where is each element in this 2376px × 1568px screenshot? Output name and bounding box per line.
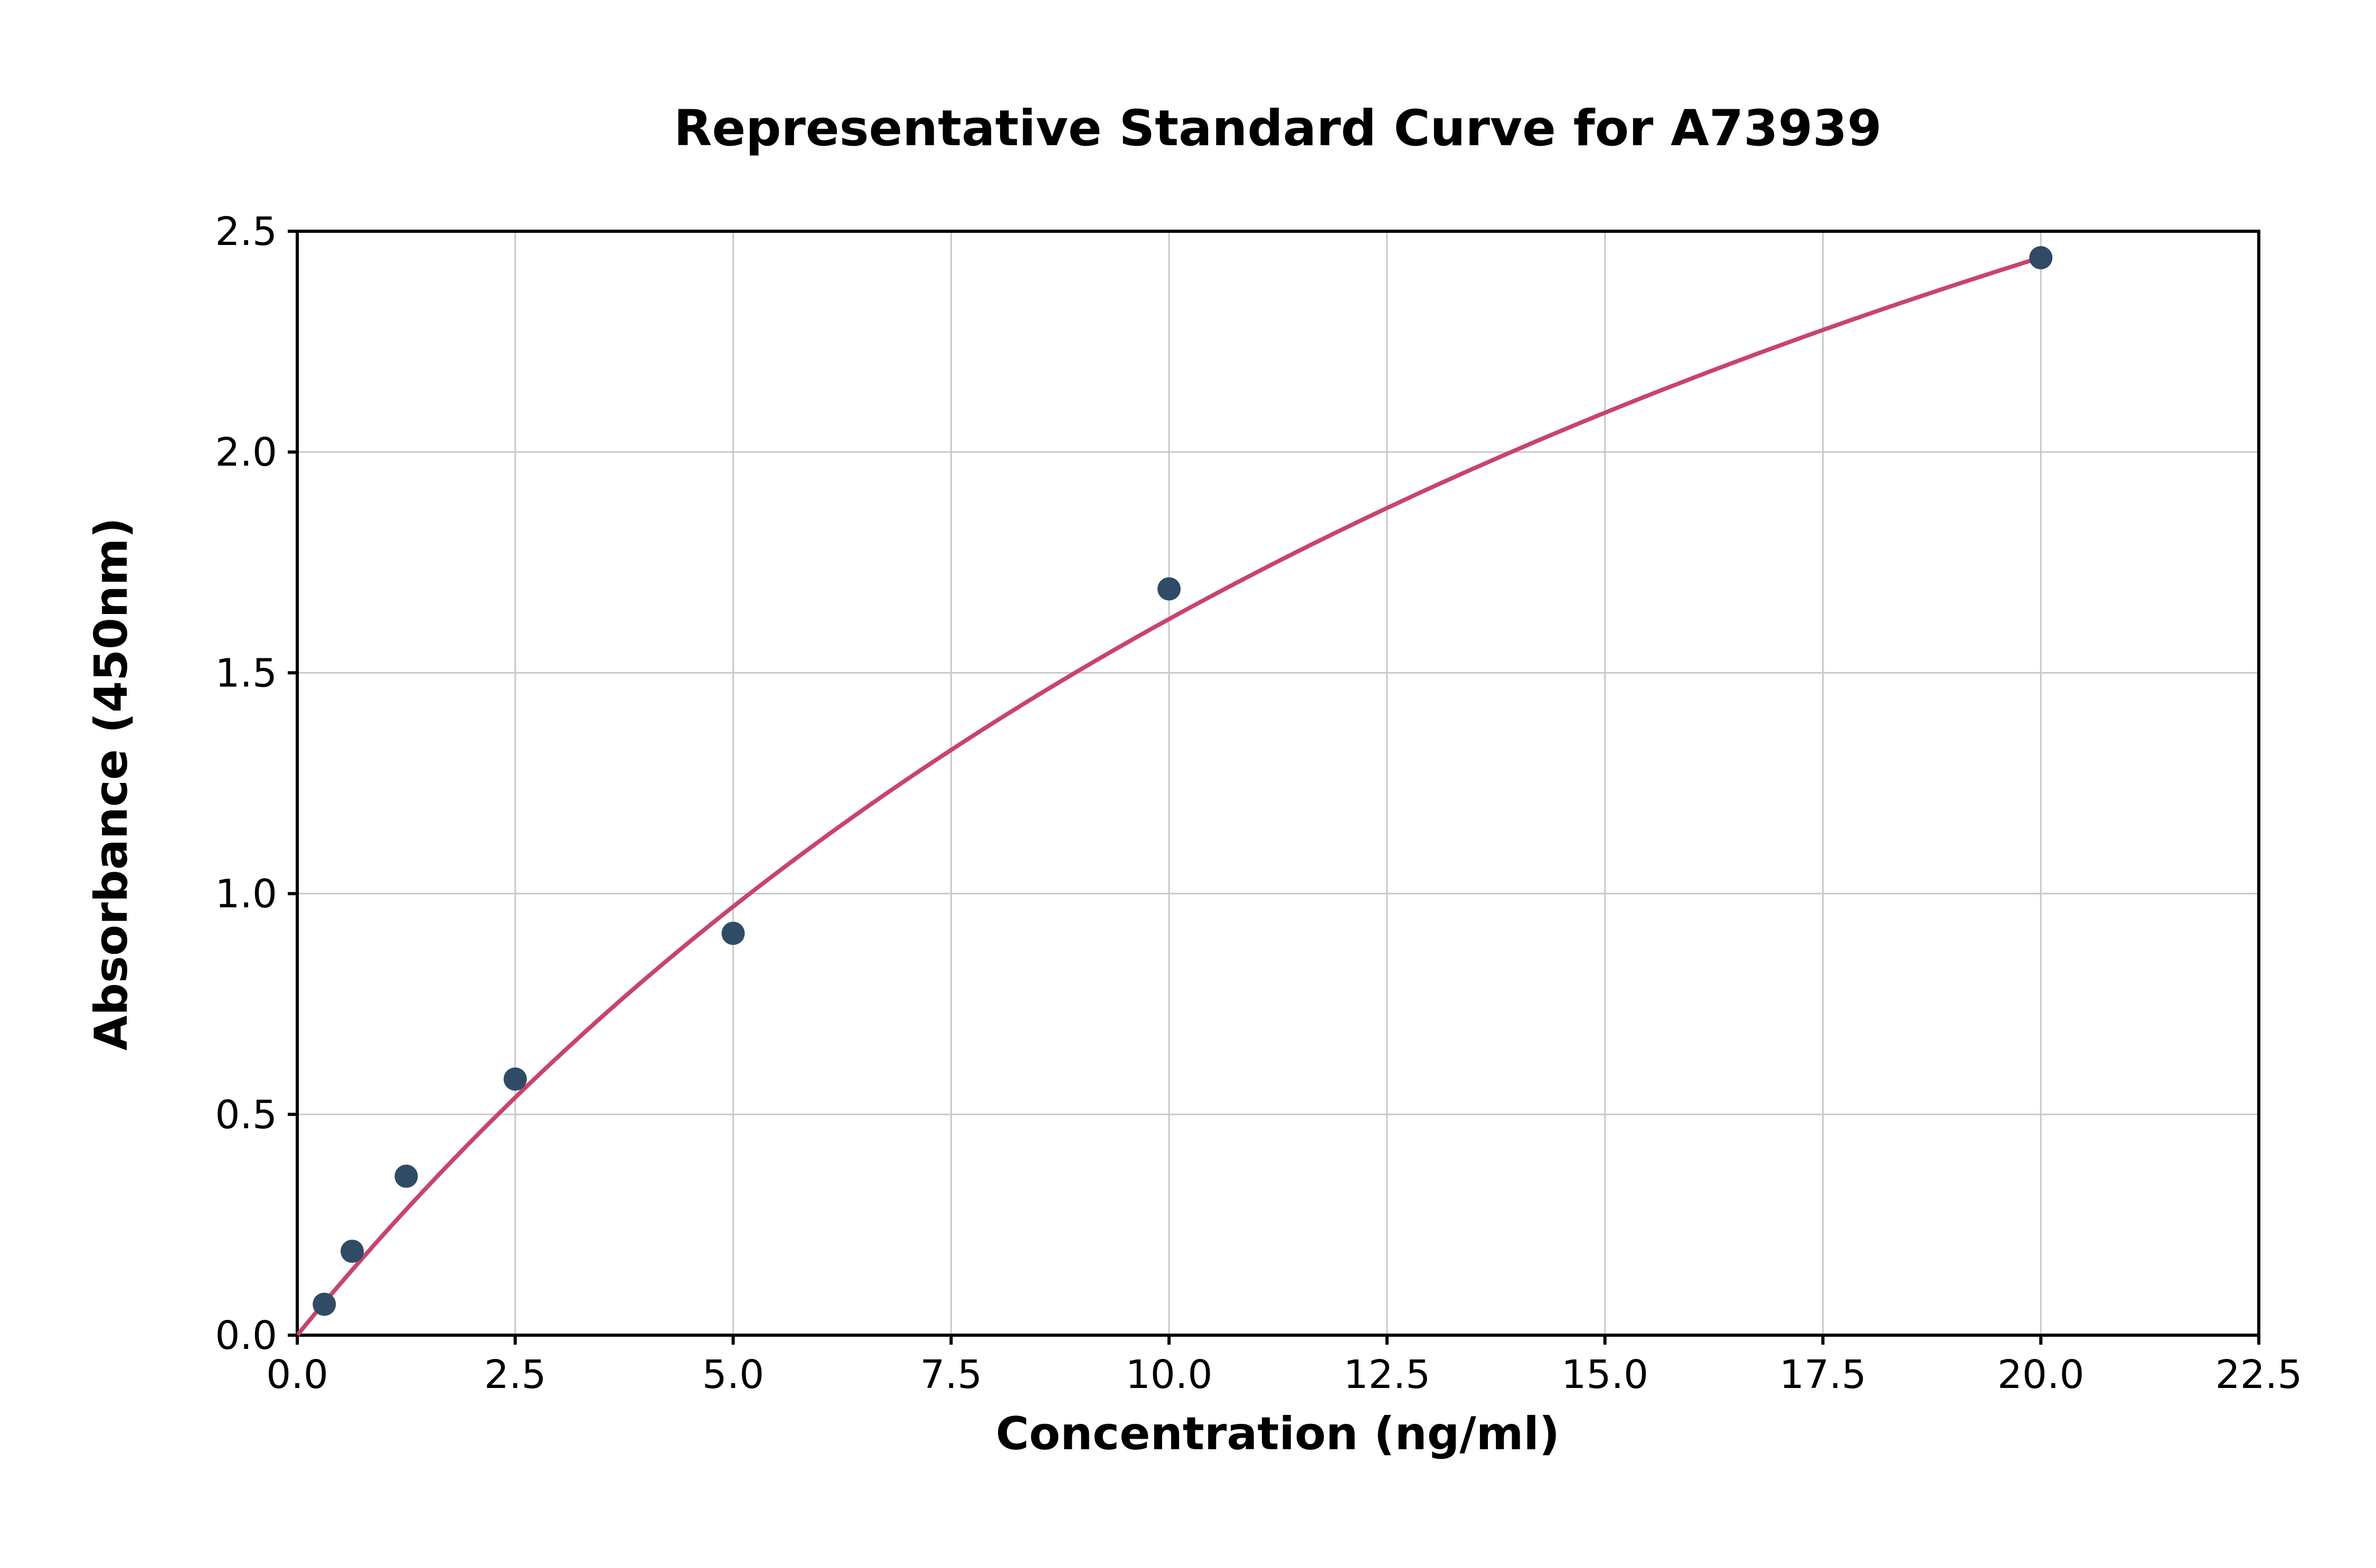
y-tick-label: 1.5 <box>215 650 277 696</box>
x-tick-label: 20.0 <box>1997 1352 2085 1397</box>
data-point <box>721 921 745 945</box>
x-axis-label: Concentration (ng/ml) <box>996 1408 1560 1460</box>
data-point <box>394 1164 418 1188</box>
x-tick-label: 12.5 <box>1344 1352 1431 1397</box>
tick-layer: 0.0 2.5 5.0 7.5 10.0 12.5 15.0 17.5 20.0 22.5 0.0 0… <box>215 209 2302 1397</box>
series-layer <box>295 246 2053 1337</box>
y-tick-label: 1.0 <box>215 872 277 917</box>
data-point <box>341 1240 364 1263</box>
x-tick-label: 0.0 <box>266 1352 328 1397</box>
data-point <box>313 1292 336 1316</box>
x-tick-label: 22.5 <box>2215 1352 2303 1397</box>
fit-curve <box>295 255 2043 1337</box>
data-point <box>2029 246 2053 270</box>
y-tick-label: 0.0 <box>215 1313 277 1358</box>
data-point <box>1157 577 1181 601</box>
grid-layer <box>296 230 2260 1336</box>
plot-frame <box>296 230 2260 1337</box>
y-tick-label: 0.5 <box>215 1092 277 1138</box>
chart-title: Representative Standard Curve for A73939 <box>674 100 1882 157</box>
data-point <box>503 1067 527 1091</box>
x-tick-label: 7.5 <box>920 1352 982 1397</box>
x-tick-label: 15.0 <box>1561 1352 1648 1397</box>
y-tick-label: 2.5 <box>215 209 277 254</box>
x-tick-label: 5.0 <box>702 1352 765 1397</box>
x-tick-label: 17.5 <box>1779 1352 1866 1397</box>
y-tick-label: 2.0 <box>215 430 277 475</box>
x-tick-label: 10.0 <box>1126 1352 1213 1397</box>
x-tick-label: 2.5 <box>484 1352 546 1397</box>
frame-layer <box>296 230 2260 1337</box>
y-axis-label: Absorbance (450nm) <box>85 517 138 1051</box>
